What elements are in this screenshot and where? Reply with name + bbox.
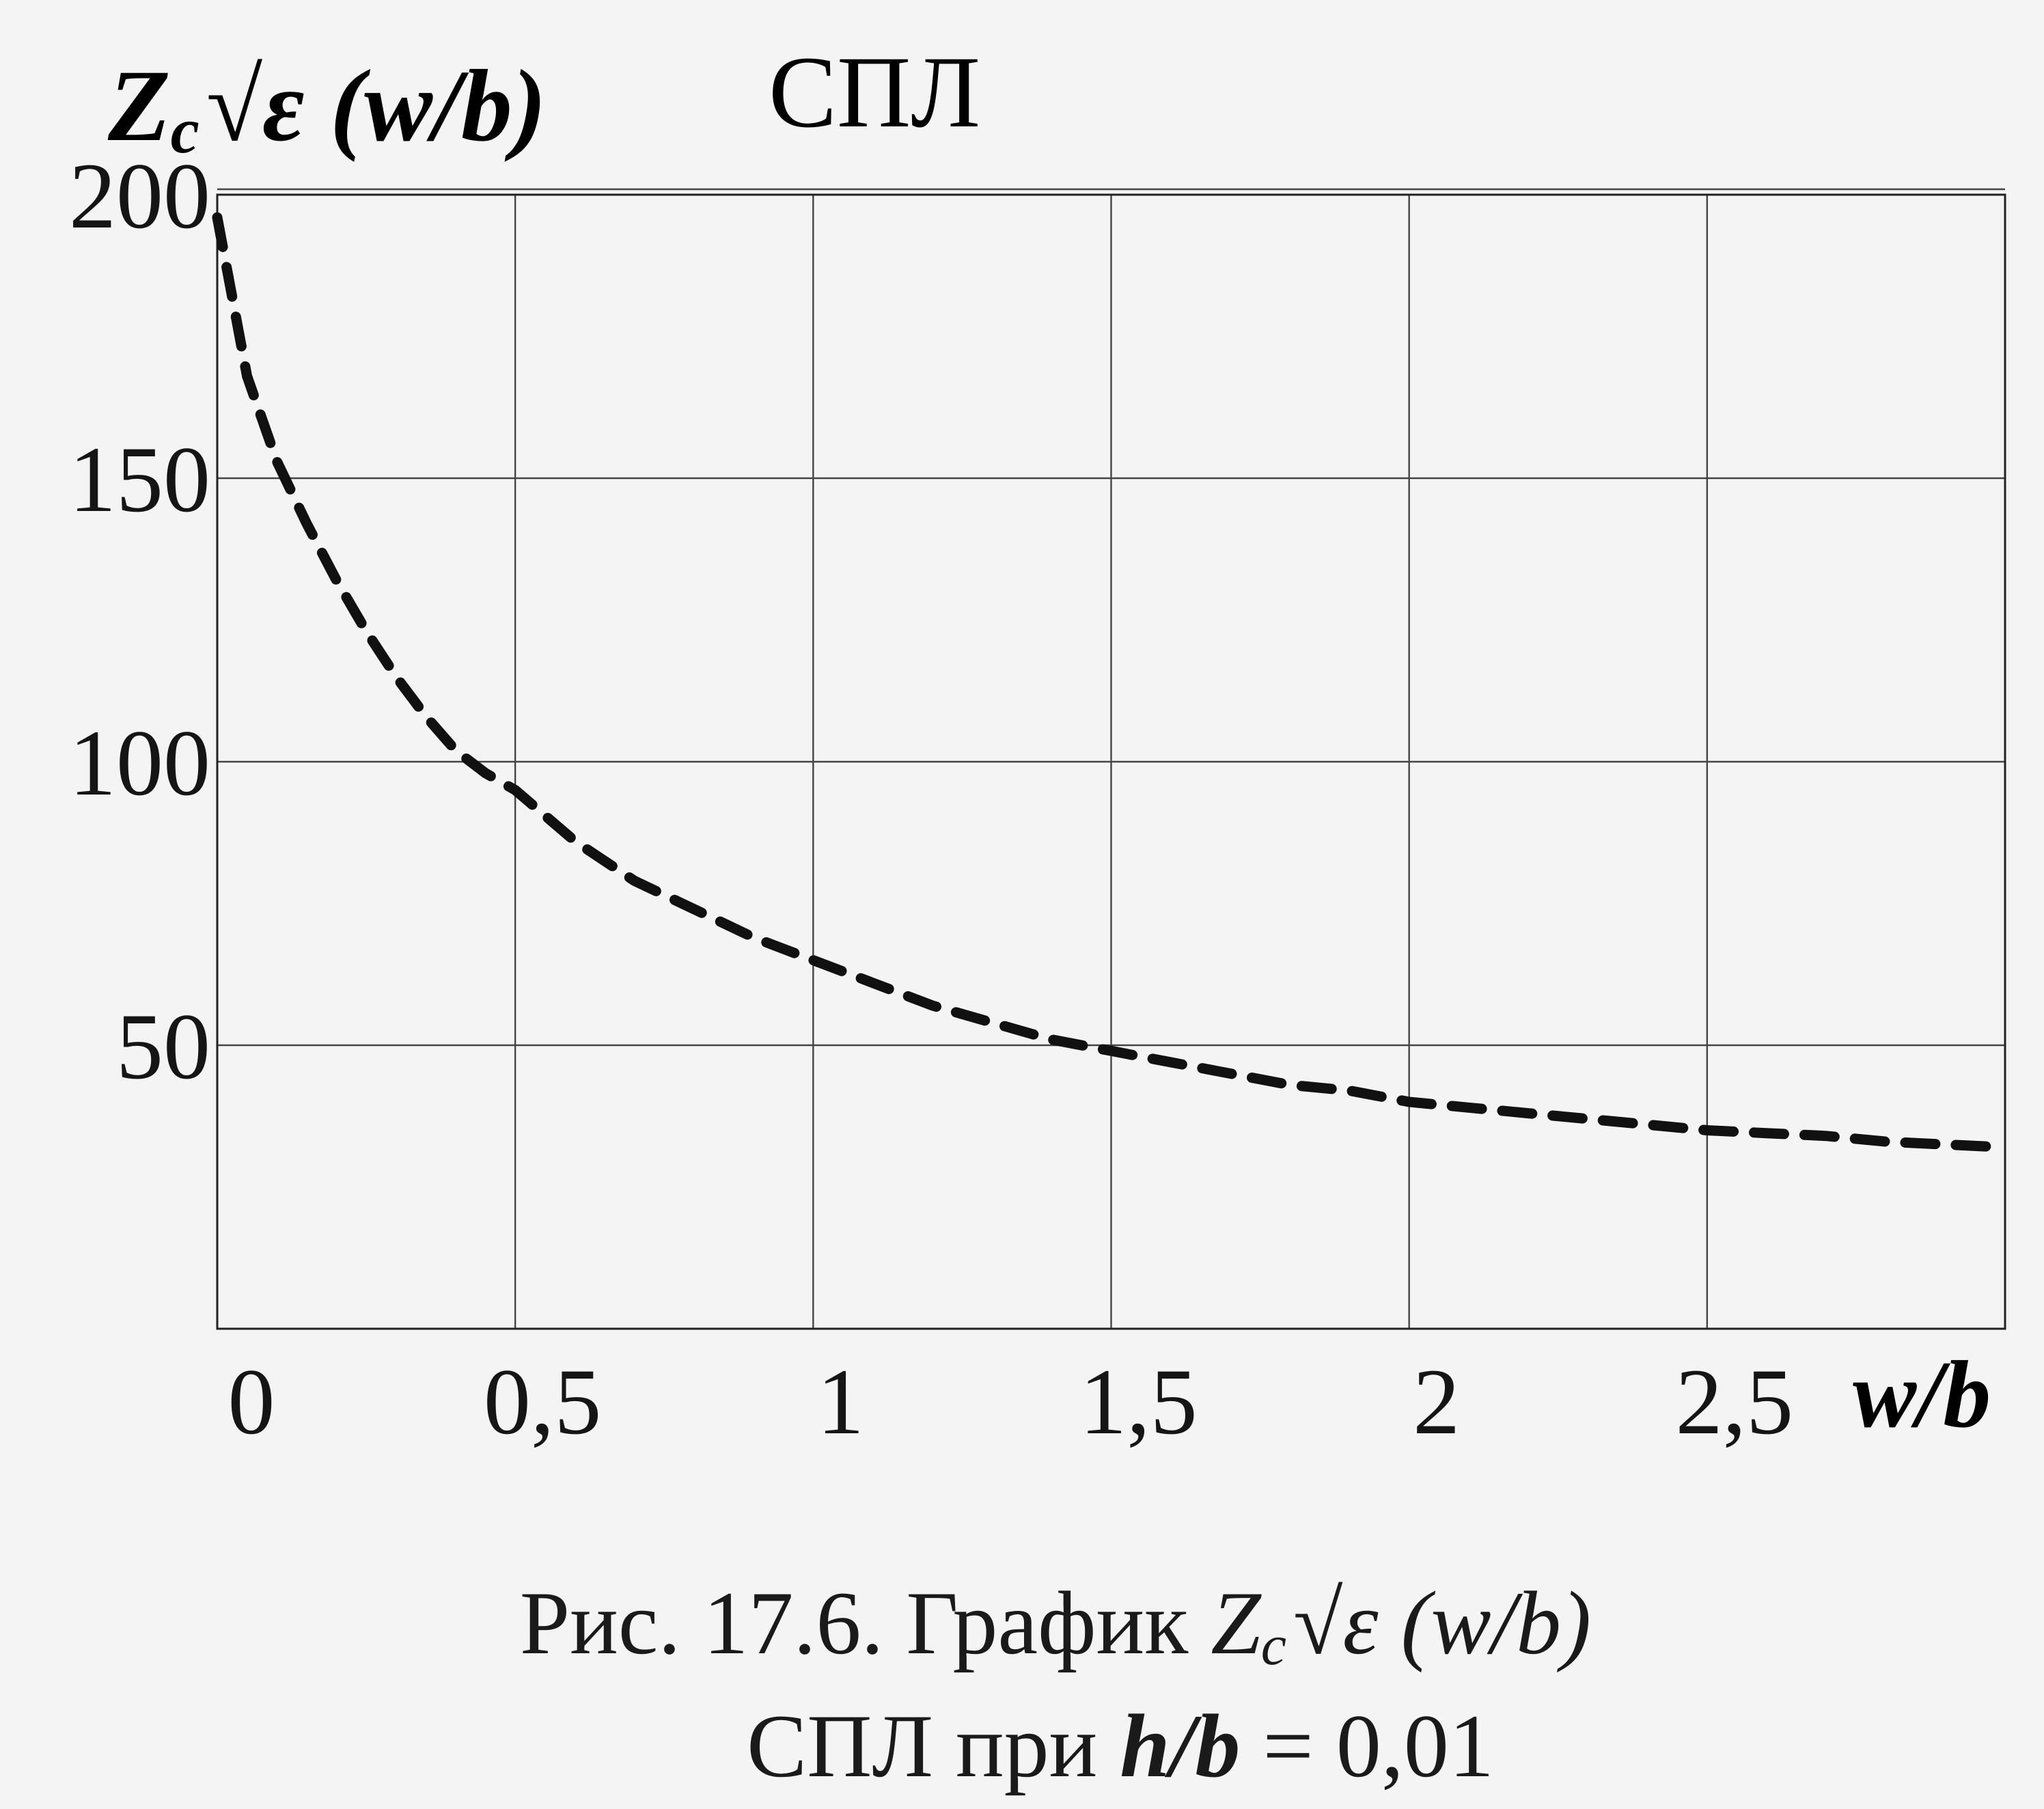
chart-title: СПЛ [769,36,980,149]
y-axis-label: Zc√ε (w/b) [107,49,547,167]
y-tick-label: 100 [69,710,210,815]
figure-caption-line2: СПЛ при h/b = 0,01 [747,1696,1494,1796]
y-tick-label: 200 [69,143,210,248]
y-tick-labels: 200 150 100 50 [69,143,210,1099]
x-tick-label: 2,5 [1676,1349,1794,1454]
y-tick-label: 150 [69,427,210,531]
figure-caption-line1: Рис. 17.6. График Zc√ε (w/b) [520,1573,1591,1677]
plot-frame [216,193,2006,1330]
x-tick-label: 2 [1413,1349,1460,1454]
x-tick-labels: 0 0,5 1 1,5 2 2,5 [228,1349,1794,1454]
x-tick-label: 0,5 [484,1349,602,1454]
x-axis-label: w/b [1853,1342,1991,1448]
grid-lines [217,188,2005,1329]
x-tick-label: 1 [817,1349,864,1454]
x-tick-label: 1,5 [1079,1349,1198,1454]
y-tick-label: 50 [116,994,210,1099]
x-tick-label: 0 [228,1349,275,1454]
data-series-line [212,212,2011,1152]
